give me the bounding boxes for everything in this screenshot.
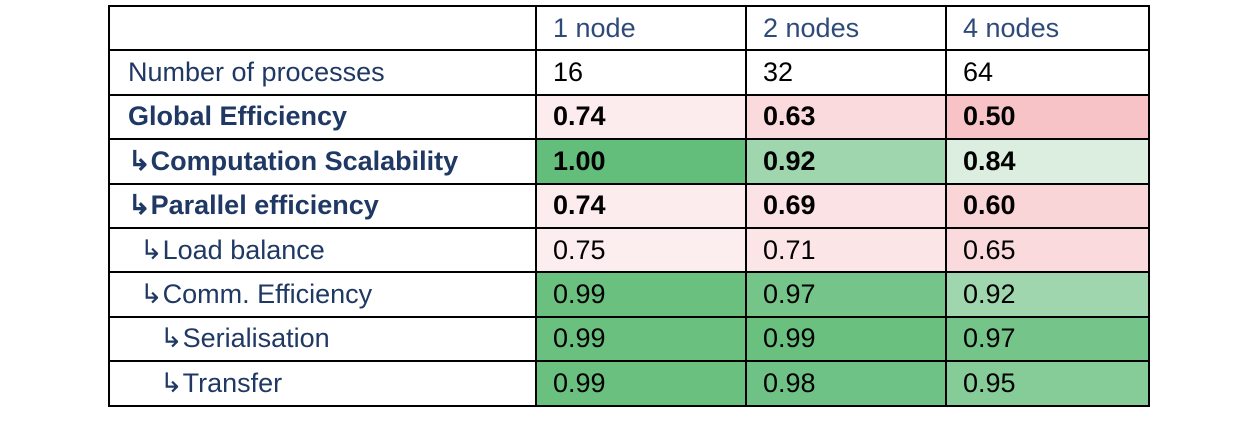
value-cell: 0.99: [535, 360, 747, 407]
value-cell: 1.00: [535, 138, 747, 185]
table-row: ↳Comm. Efficiency 0.99 0.97 0.92: [108, 271, 1150, 318]
value-cell: 0.84: [945, 138, 1150, 185]
table-row: Number of processes 16 32 64: [108, 49, 1150, 96]
value-cell: 0.98: [745, 360, 947, 407]
value-cell: 0.63: [745, 93, 947, 141]
value-cell: 0.97: [945, 315, 1150, 363]
table-row: ↳Transfer 0.99 0.98 0.95: [108, 360, 1150, 407]
row-label: Global Efficiency: [108, 93, 537, 141]
value-cell: 0.71: [745, 226, 947, 274]
row-label: ↳Comm. Efficiency: [108, 271, 537, 318]
value-cell: 0.65: [945, 226, 1150, 274]
value-cell: 0.99: [745, 315, 947, 363]
value-cell: 32: [745, 49, 947, 96]
value-cell: 0.92: [745, 138, 947, 185]
corner-cell: [108, 4, 537, 52]
column-header: 1 node: [535, 4, 747, 52]
efficiency-table: 1 node 2 nodes 4 nodes Number of processes…: [108, 4, 1150, 407]
row-label: ↳Transfer: [108, 360, 537, 407]
value-cell: 0.75: [535, 226, 747, 274]
value-cell: 0.60: [945, 182, 1150, 229]
value-cell: 16: [535, 49, 747, 96]
table-row: ↳Load balance 0.75 0.71 0.65: [108, 226, 1150, 274]
table-row: ↳Serialisation 0.99 0.99 0.97: [108, 315, 1150, 363]
table-row: ↳Computation Scalability 1.00 0.92 0.84: [108, 138, 1150, 185]
value-cell: 0.97: [745, 271, 947, 318]
header-row: 1 node 2 nodes 4 nodes: [108, 4, 1150, 52]
table-row: Global Efficiency 0.74 0.63 0.50: [108, 93, 1150, 141]
value-cell: 0.69: [745, 182, 947, 229]
row-label: ↳Parallel efficiency: [108, 182, 537, 229]
table-row: ↳Parallel efficiency 0.74 0.69 0.60: [108, 182, 1150, 229]
value-cell: 0.99: [535, 315, 747, 363]
row-label: ↳Computation Scalability: [108, 138, 537, 185]
value-cell: 0.74: [535, 182, 747, 229]
table-header: 1 node 2 nodes 4 nodes: [108, 4, 1150, 52]
value-cell: 0.95: [945, 360, 1150, 407]
value-cell: 0.50: [945, 93, 1150, 141]
row-label: Number of processes: [108, 49, 537, 96]
row-label: ↳Load balance: [108, 226, 537, 274]
table-body: Number of processes 16 32 64 Global Efficien…: [108, 49, 1150, 407]
value-cell: 0.99: [535, 271, 747, 318]
value-cell: 0.74: [535, 93, 747, 141]
row-label: ↳Serialisation: [108, 315, 537, 363]
column-header: 4 nodes: [945, 4, 1150, 52]
value-cell: 0.92: [945, 271, 1150, 318]
value-cell: 64: [945, 49, 1150, 96]
column-header: 2 nodes: [745, 4, 947, 52]
